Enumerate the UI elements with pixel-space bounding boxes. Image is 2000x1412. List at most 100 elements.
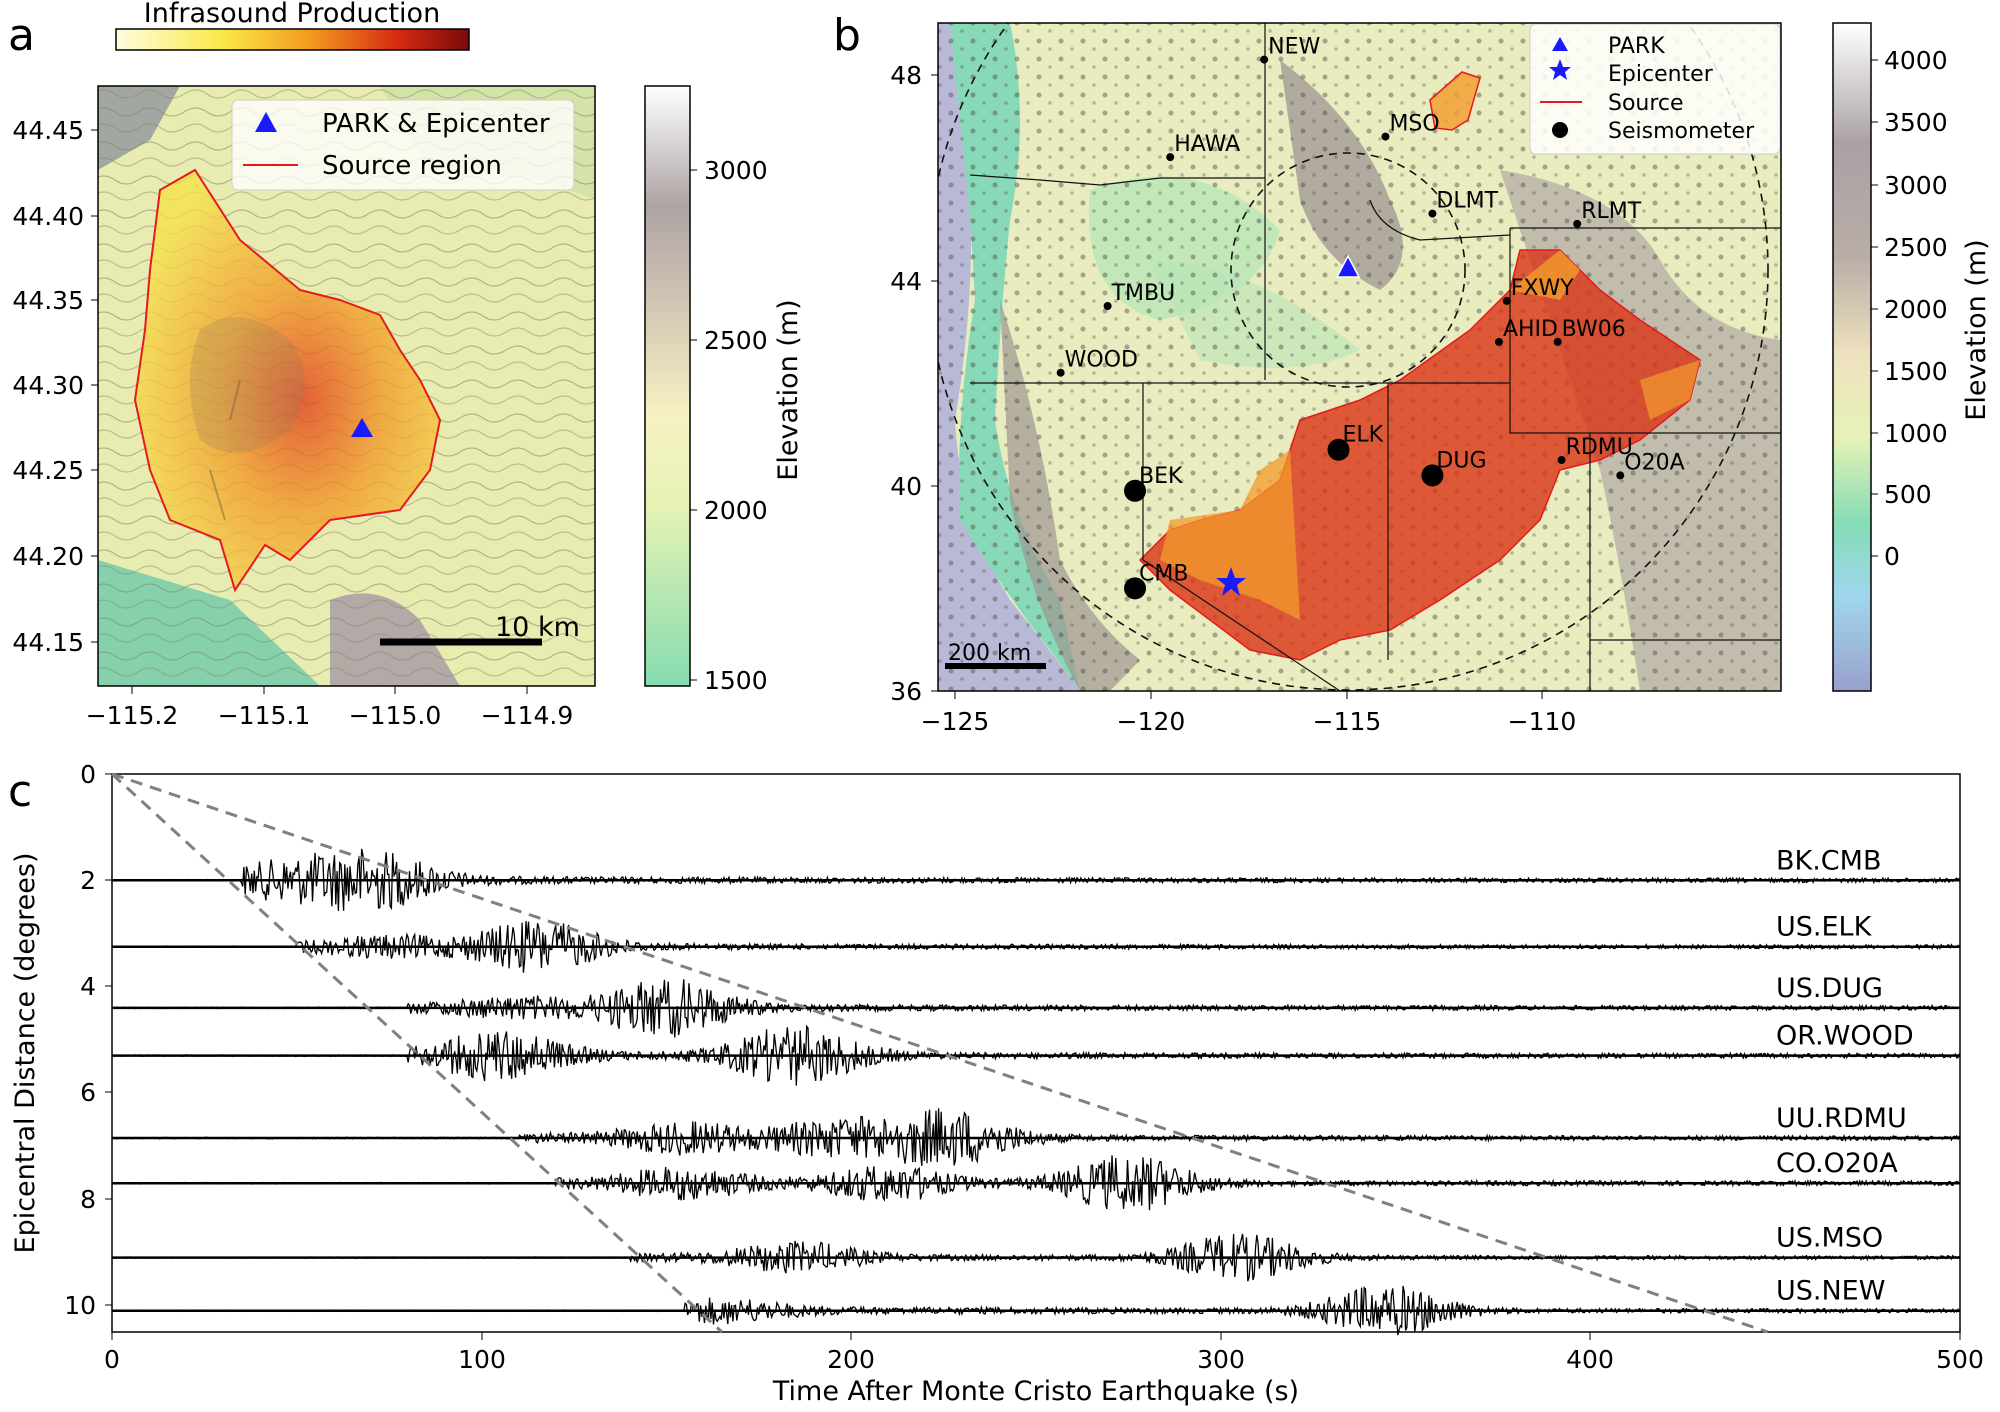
ytick-a: 44.45	[12, 116, 84, 145]
ytick-b: 40	[890, 472, 922, 501]
seismogram-layer	[111, 848, 1960, 1336]
elev-tick-b: 3000	[1884, 171, 1948, 200]
station-label-o20a: O20A	[1624, 450, 1684, 475]
elev-tick-a: 2000	[704, 496, 768, 525]
elevation-label-a: Elevation (m)	[773, 299, 804, 480]
ytick-c: 0	[80, 760, 96, 789]
xtick-c: 500	[1936, 1345, 1984, 1374]
map-b: NEW MSO HAWA DLMT RLMT FXWY TMBU AHID BW06 WOOD EL…	[938, 23, 1781, 691]
travel-time-line-fast	[110, 772, 723, 1334]
xtick-c: 100	[458, 1345, 506, 1374]
source-region-a	[133, 168, 442, 593]
elev-tick-b: 0	[1884, 542, 1900, 571]
panel-a: a Infrasound Production PARK & Epicenter	[8, 0, 804, 730]
plot-c-frame	[111, 773, 1961, 1333]
trace-label-us-dug: US.DUG	[1776, 973, 1883, 1004]
elev-tick-b: 1000	[1884, 419, 1948, 448]
station-label-tmbu: TMBU	[1111, 281, 1176, 306]
station-label-bek: BEK	[1139, 464, 1183, 489]
elevation-colorbar-b-ticks: 4000 3500 3000 2500 2000 1500 1000 500 0	[1871, 46, 1948, 571]
station-label-cmb: CMB	[1139, 561, 1188, 586]
station-label-rlmt: RLMT	[1581, 199, 1642, 224]
park-epicenter-marker	[351, 418, 373, 437]
elevation-label-b: Elevation (m)	[1961, 239, 1992, 420]
range-circle-outer	[938, 23, 1769, 691]
station-marker-bw06	[1553, 337, 1562, 346]
epicenter-star	[1216, 567, 1246, 596]
elev-tick-b: 2500	[1884, 233, 1948, 262]
panel-c: c BK.CMB US.ELK US.DUG OR.WOOD UU.RDMU CO.O20…	[8, 760, 1984, 1407]
elevation-colorbar-a-ticks: 3000 2500 2000 1500	[690, 156, 768, 695]
ytick-a: 44.25	[12, 456, 84, 485]
xtick-b: −120	[1117, 707, 1186, 736]
ytick-a: 44.35	[12, 286, 84, 315]
legend-source: Source	[1608, 91, 1684, 116]
trace-label-us-new: US.NEW	[1776, 1276, 1885, 1307]
elev-tick-b: 3500	[1884, 108, 1948, 137]
panel-c-letter: c	[8, 766, 32, 817]
legend-source-region: Source region	[322, 151, 502, 181]
legend-triangle-icon	[255, 112, 277, 132]
station-label-dug: DUG	[1436, 448, 1486, 473]
xtick-a: −115.1	[218, 701, 311, 730]
elevation-colorbar-b	[1832, 22, 1872, 692]
station-layer: NEW MSO HAWA DLMT RLMT FXWY TMBU AHID BW06 WOOD EL…	[1056, 35, 1685, 600]
elev-tick-a: 1500	[704, 666, 768, 695]
ytick-b: 48	[890, 61, 922, 90]
state-borders	[969, 23, 1781, 691]
legend-park-icon	[1552, 37, 1568, 51]
legend-park: PARK	[1608, 34, 1665, 59]
legend-epicenter: Epicenter	[1608, 62, 1714, 87]
travel-time-lines	[110, 772, 1769, 1334]
ytick-c: 2	[80, 866, 96, 895]
station-marker-rdmu	[1557, 456, 1566, 464]
ytick-b: 36	[890, 677, 922, 706]
elev-tick-b: 4000	[1884, 46, 1948, 75]
travel-time-line-slow	[111, 772, 1769, 1334]
scalebar-a-label: 10 km	[495, 612, 580, 643]
ytick-a: 44.30	[12, 371, 84, 400]
xtick-c: 200	[827, 1345, 875, 1374]
axis-b-y: 48 44 40 36	[890, 61, 938, 706]
map-a-frame	[97, 85, 596, 687]
station-marker-wood	[1056, 368, 1065, 377]
ytick-c: 4	[80, 972, 96, 1001]
station-label-elk: ELK	[1343, 423, 1384, 448]
station-marker-tmbu	[1103, 302, 1112, 310]
station-marker-cmb	[1124, 577, 1147, 600]
elev-tick-b: 500	[1884, 480, 1932, 509]
station-label-wood: WOOD	[1065, 348, 1138, 373]
station-marker-elk	[1327, 438, 1350, 461]
ytick-c: 8	[80, 1185, 96, 1214]
axis-a-y: 44.45 44.40 44.35 44.30 44.25 44.20 44.1…	[12, 116, 98, 657]
legend-seismometer: Seismometer	[1608, 119, 1755, 144]
xtick-b: −110	[1508, 707, 1577, 736]
station-marker-dlmt	[1428, 209, 1437, 218]
legend-seismometer-icon	[1552, 122, 1568, 138]
panel-b: b	[833, 10, 1992, 736]
station-label-dlmt: DLMT	[1436, 189, 1498, 214]
elev-tick-b: 2000	[1884, 295, 1948, 324]
legend-park-epicenter: PARK & Epicenter	[322, 109, 550, 139]
station-marker-hawa	[1166, 153, 1175, 162]
elevation-colorbar-a	[644, 85, 691, 687]
station-label-mso: MSO	[1389, 112, 1439, 137]
station-marker-fxwy	[1502, 296, 1511, 305]
xtick-b: −115	[1313, 707, 1382, 736]
ytick-a: 44.40	[12, 202, 84, 231]
y-axis-label-c: Epicentral Distance (degrees)	[10, 853, 41, 1254]
xtick-a: −115.0	[349, 701, 442, 730]
xtick-a: −115.2	[86, 701, 179, 730]
source-region-b	[1429, 71, 1481, 131]
trace-label-or-wood: OR.WOOD	[1776, 1021, 1914, 1052]
infrasound-colorbar	[115, 28, 470, 51]
panel-a-letter: a	[8, 10, 35, 61]
xtick-b: −125	[921, 707, 990, 736]
station-marker-dug	[1421, 464, 1444, 487]
axis-c-y: 0 2 4 6 8 10	[64, 760, 112, 1320]
xtick-c: 0	[104, 1345, 120, 1374]
map-a: PARK & Epicenter Source region 10 km	[98, 86, 595, 686]
trace-label-co-o20a: CO.O20A	[1776, 1148, 1898, 1179]
station-marker-o20a	[1616, 471, 1625, 480]
